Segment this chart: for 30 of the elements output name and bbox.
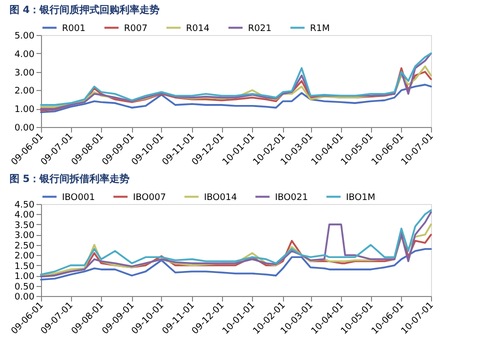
y-tick-label: 2.00: [14, 86, 35, 97]
legend-label: R1M: [310, 24, 330, 34]
y-tick-label: 3.00: [14, 231, 35, 242]
legend-label: R007: [124, 24, 148, 34]
legend-label: IBO014: [204, 192, 238, 203]
chart-title: 图 4：银行间质押式回购利率走势: [9, 4, 160, 16]
y-tick-label: 4.00: [14, 210, 35, 221]
legend-label: R021: [248, 24, 272, 34]
y-tick-label: 2.50: [14, 241, 35, 252]
y-tick-label: 3.00: [14, 68, 35, 78]
y-tick-label: 1.00: [14, 105, 35, 116]
legend-label: R001: [62, 24, 86, 34]
y-tick-label: 5.00: [14, 32, 35, 42]
y-tick-label: 2.00: [14, 252, 35, 262]
chart-title: 图 5：银行间拆借利率走势: [9, 173, 130, 185]
legend-label: IBO1M: [346, 192, 376, 203]
line-series: [40, 84, 432, 114]
legend-label: IBO007: [133, 192, 166, 203]
legend-label: IBO001: [62, 192, 95, 203]
y-tick-label: 0.00: [14, 124, 35, 134]
y-tick-label: 4.50: [14, 200, 35, 210]
legend-label: IBO021: [275, 192, 308, 203]
y-tick-label: 0.50: [14, 282, 35, 292]
line-series: [40, 248, 432, 281]
y-tick-label: 3.50: [14, 220, 35, 231]
y-tick-label: 0.00: [14, 292, 35, 302]
y-tick-label: 4.00: [14, 50, 35, 60]
legend-label: R014: [186, 24, 210, 34]
y-tick-label: 1.50: [14, 262, 35, 272]
y-tick-label: 1.00: [14, 272, 35, 282]
